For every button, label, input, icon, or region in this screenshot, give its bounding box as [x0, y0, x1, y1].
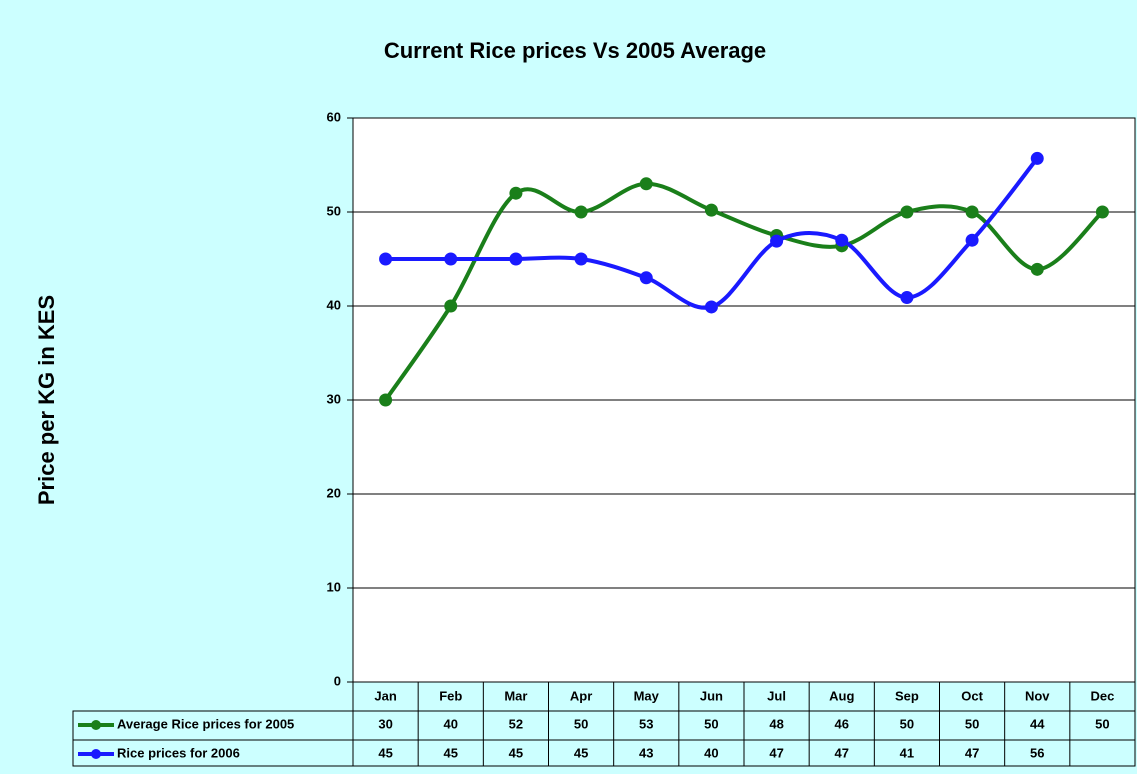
table-value: 47	[769, 745, 783, 760]
table-value: 45	[574, 745, 588, 760]
data-point	[509, 186, 523, 200]
table-value: 53	[639, 716, 653, 731]
x-tick-label: Jan	[374, 688, 396, 703]
y-tick-label: 30	[327, 391, 341, 406]
data-point	[444, 299, 458, 313]
y-tick-label: 10	[327, 579, 341, 594]
table-value: 48	[769, 716, 783, 731]
data-point	[900, 205, 914, 219]
table-value: 50	[1095, 716, 1109, 731]
data-point	[639, 271, 653, 285]
data-point	[704, 203, 718, 217]
table-value: 30	[378, 716, 392, 731]
data-point	[835, 233, 849, 247]
series-line	[385, 157, 1039, 310]
data-point	[770, 234, 784, 248]
table-value: 40	[444, 716, 458, 731]
x-tick-label: Aug	[829, 688, 854, 703]
y-tick-label: 60	[327, 109, 341, 124]
y-tick-label: 0	[334, 673, 341, 688]
table-value: 52	[509, 716, 523, 731]
data-point	[444, 252, 458, 266]
y-tick-label: 40	[327, 297, 341, 312]
y-tick-label: 20	[327, 485, 341, 500]
x-tick-label: Apr	[570, 688, 592, 703]
x-tick-label: Oct	[961, 688, 983, 703]
table-value: 47	[965, 745, 979, 760]
table-value: 50	[704, 716, 718, 731]
table-value: 45	[509, 745, 523, 760]
legend-swatch-dot	[91, 749, 101, 759]
x-tick-label: Nov	[1025, 688, 1050, 703]
chart-title: Current Rice prices Vs 2005 Average	[384, 38, 766, 63]
series-line	[383, 181, 1104, 402]
data-point	[639, 177, 653, 191]
table-value: 47	[835, 745, 849, 760]
data-point	[1030, 151, 1044, 165]
table-value: 45	[378, 745, 392, 760]
legend-swatch-dot	[91, 720, 101, 730]
data-point	[574, 205, 588, 219]
x-tick-label: Sep	[895, 688, 919, 703]
data-point	[1095, 205, 1109, 219]
y-tick-label: 50	[327, 203, 341, 218]
table-value: 40	[704, 745, 718, 760]
legend-label: Rice prices for 2006	[117, 745, 240, 760]
legend-label: Average Rice prices for 2005	[117, 716, 294, 731]
table-value: 45	[444, 745, 458, 760]
data-point	[1030, 262, 1044, 276]
x-tick-label: Dec	[1090, 688, 1114, 703]
data-point	[965, 205, 979, 219]
data-point	[574, 252, 588, 266]
data-point	[379, 252, 393, 266]
x-tick-label: Feb	[439, 688, 462, 703]
table-value: 50	[574, 716, 588, 731]
table-value: 41	[900, 745, 914, 760]
table-value: 50	[965, 716, 979, 731]
y-axis-title: Price per KG in KES	[34, 295, 59, 505]
table-value: 50	[900, 716, 914, 731]
x-tick-label: Mar	[504, 688, 527, 703]
table-value: 46	[835, 716, 849, 731]
data-point	[965, 233, 979, 247]
x-tick-label: May	[634, 688, 660, 703]
table-value: 56	[1030, 745, 1044, 760]
data-point	[509, 252, 523, 266]
data-point	[379, 393, 393, 407]
data-point	[704, 300, 718, 314]
data-point	[900, 291, 914, 305]
x-tick-label: Jul	[767, 688, 786, 703]
x-tick-label: Jun	[700, 688, 723, 703]
table-value: 43	[639, 745, 653, 760]
table-value: 44	[1030, 716, 1045, 731]
